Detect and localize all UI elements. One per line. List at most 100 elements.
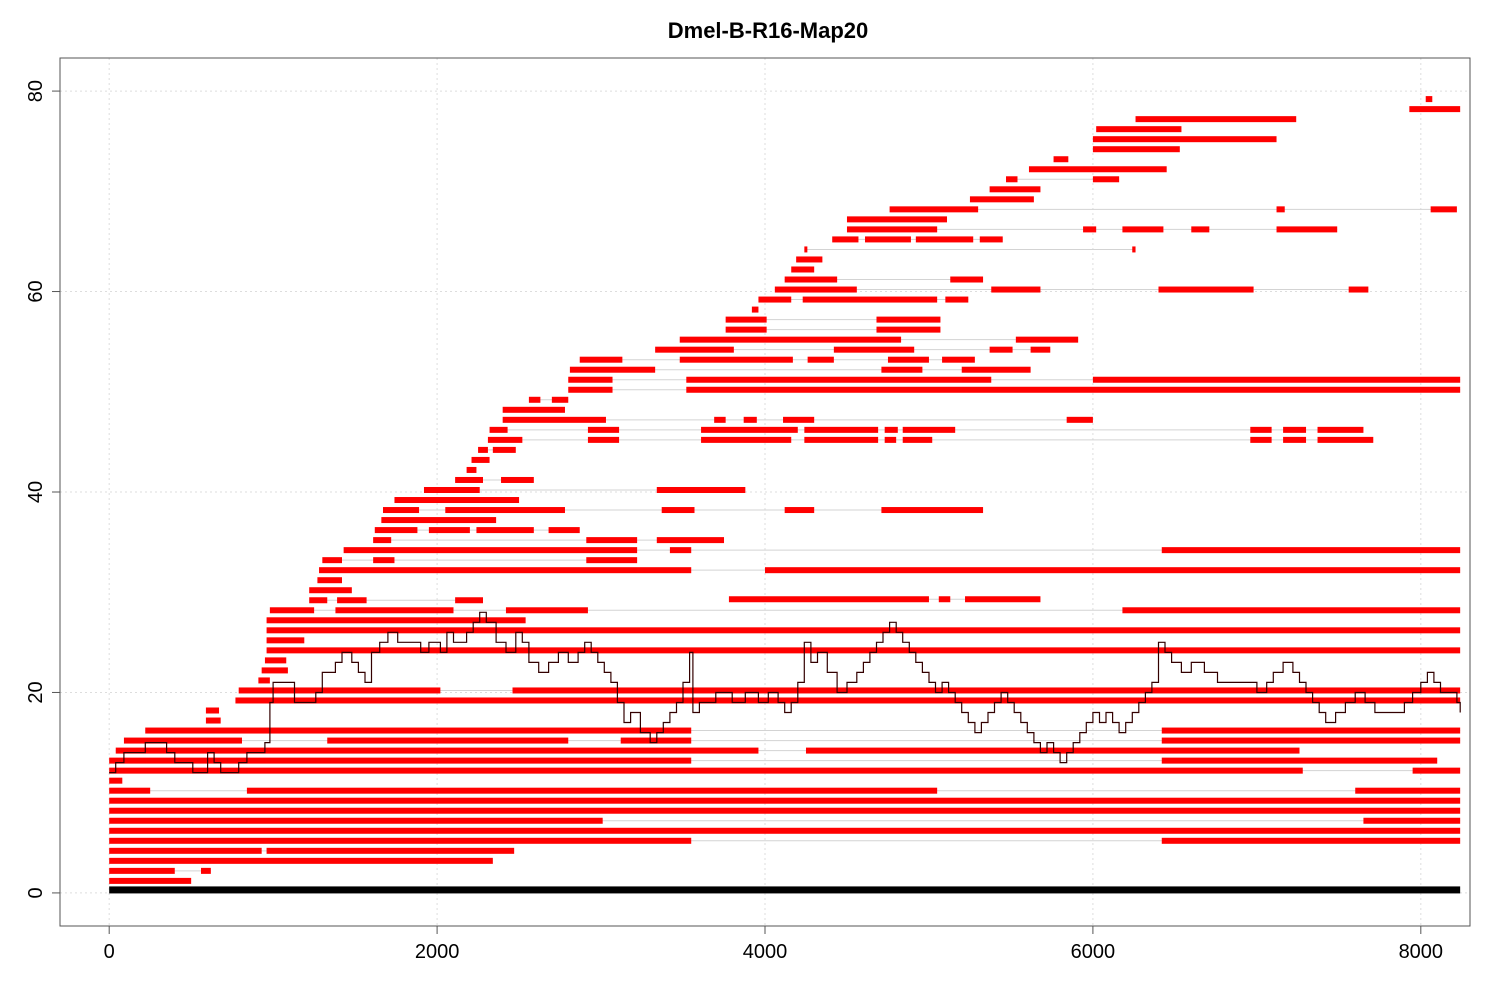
red-segment: [902, 426, 956, 433]
x-axis: 0 2000 4000 6000 8000: [104, 925, 1444, 963]
red-segment: [374, 527, 418, 534]
red-segment: [902, 436, 933, 443]
red-segment: [774, 286, 857, 293]
red-segment: [620, 737, 692, 744]
red-segment: [123, 737, 242, 744]
red-segment: [969, 196, 1034, 203]
red-segment: [965, 596, 1041, 603]
red-segment: [701, 426, 798, 433]
red-segment: [743, 416, 757, 423]
red-segment: [327, 737, 569, 744]
red-segment: [1122, 226, 1164, 233]
red-segment: [343, 547, 638, 554]
red-segment: [1096, 126, 1182, 133]
red-segment: [783, 416, 815, 423]
red-segment: [109, 777, 123, 784]
red-segment: [1053, 156, 1069, 163]
red-segment: [568, 376, 613, 383]
red-segment: [264, 657, 287, 664]
red-segment: [1028, 166, 1167, 173]
red-segment: [1409, 106, 1461, 113]
red-segment: [337, 597, 367, 604]
red-segment: [579, 356, 623, 363]
red-segment: [1015, 336, 1079, 343]
red-segment: [1317, 436, 1374, 443]
red-segment: [269, 607, 315, 614]
red-segment: [1122, 607, 1461, 614]
red-segment: [266, 637, 305, 644]
y-tick-label: 60: [25, 280, 47, 302]
red-segment: [655, 346, 734, 353]
red-segment: [805, 747, 1300, 754]
red-segment: [586, 557, 638, 564]
red-segment: [109, 877, 192, 884]
red-segment: [551, 396, 569, 403]
red-segment: [1161, 837, 1461, 844]
red-segment: [1348, 286, 1369, 293]
red-segment: [428, 527, 470, 534]
red-segment: [109, 797, 1461, 804]
red-segment: [804, 246, 808, 253]
red-segment: [489, 426, 508, 433]
red-segment: [1135, 116, 1297, 123]
red-segment: [201, 867, 211, 874]
red-segment: [109, 817, 603, 824]
red-segment: [109, 767, 1303, 774]
red-segment: [833, 346, 915, 353]
red-segment: [246, 787, 938, 794]
red-segment: [266, 647, 1461, 654]
red-segment: [979, 236, 1003, 243]
red-segment: [1161, 757, 1438, 764]
red-segment: [109, 757, 692, 764]
red-segment: [115, 747, 759, 754]
baseline-bar: [109, 886, 1461, 894]
red-segment: [1317, 426, 1364, 433]
red-segment: [945, 296, 969, 303]
coverage-line: [109, 611, 1461, 774]
x-tick-label: 8000: [1399, 941, 1444, 963]
red-segment: [1412, 767, 1461, 774]
red-segment: [1355, 787, 1461, 794]
red-segment: [784, 276, 838, 283]
red-segment: [1083, 226, 1097, 233]
red-segment: [1132, 246, 1136, 253]
red-segment: [373, 557, 395, 564]
red-segment: [784, 507, 815, 514]
red-segment: [109, 827, 1461, 834]
red-segment: [961, 366, 1031, 373]
red-segment: [938, 596, 951, 603]
red-segment: [832, 236, 859, 243]
red-segment: [587, 436, 620, 443]
red-segment: [205, 707, 220, 714]
red-segment: [309, 587, 352, 594]
red-segment: [656, 537, 725, 544]
red-segment: [1276, 226, 1338, 233]
red-segment: [455, 476, 483, 483]
red-segment: [109, 837, 692, 844]
red-segment: [881, 507, 984, 514]
red-segment: [512, 687, 1461, 694]
red-segment: [791, 266, 815, 273]
x-tick-label: 6000: [1071, 941, 1116, 963]
grid-lines: [60, 58, 1470, 926]
baseline-segment: [109, 886, 1461, 894]
red-segment: [1250, 436, 1272, 443]
red-segment: [991, 286, 1041, 293]
red-segment: [261, 667, 288, 674]
red-segment: [505, 607, 588, 614]
red-segment: [887, 356, 929, 363]
red-segment: [915, 236, 974, 243]
red-segment: [1092, 376, 1461, 383]
red-segment: [335, 607, 454, 614]
red-segment: [1191, 226, 1210, 233]
red-segment: [205, 717, 221, 724]
red-segment: [807, 356, 834, 363]
red-segment: [1161, 547, 1461, 554]
red-segment: [238, 687, 441, 694]
red-segment: [1092, 176, 1120, 183]
red-segment: [884, 436, 897, 443]
red-segment: [686, 386, 1461, 393]
y-axis: 0 20 40 60 80: [25, 80, 61, 898]
red-segment: [661, 507, 695, 514]
red-segment: [758, 296, 792, 303]
